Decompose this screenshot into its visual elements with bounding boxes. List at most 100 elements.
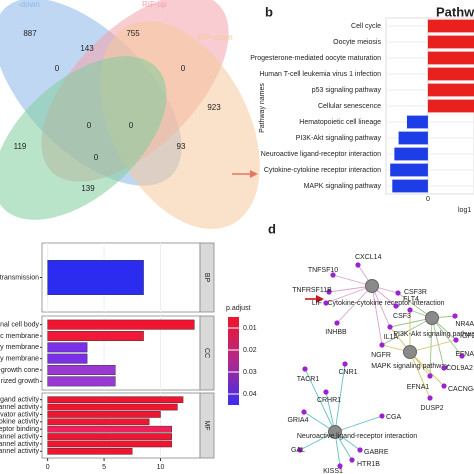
panel-label: d bbox=[268, 221, 276, 236]
gene-node bbox=[302, 366, 308, 372]
hub-node bbox=[328, 425, 342, 439]
venn-set-label: -down bbox=[18, 0, 40, 9]
y-tick-label: vator activity bbox=[0, 411, 39, 418]
bars bbox=[386, 19, 474, 193]
y-tick-label: Oocyte meiosis bbox=[333, 39, 381, 46]
gene-node bbox=[453, 337, 459, 343]
y-tick-label: nal cell body bbox=[0, 322, 39, 329]
y-tick-label: p53 signaling pathway bbox=[312, 87, 382, 94]
y-tick-label: ic membrane bbox=[0, 333, 39, 340]
node-label: MAPK signaling pathway bbox=[371, 363, 449, 370]
node-label: CNR1 bbox=[338, 369, 357, 376]
gene-node bbox=[387, 324, 393, 330]
y-tick-label: transmission bbox=[0, 274, 39, 281]
bar bbox=[47, 331, 144, 341]
bar bbox=[47, 365, 116, 375]
gene-node bbox=[427, 395, 433, 401]
network-edge bbox=[334, 363, 346, 433]
node-label: TNFRSF11B bbox=[292, 287, 332, 294]
node-label: PI3K-Akt signaling pathway bbox=[393, 331, 474, 338]
node-label: CACNG4 bbox=[448, 386, 474, 393]
network-edge bbox=[431, 317, 463, 357]
bar bbox=[427, 51, 474, 65]
bar bbox=[47, 319, 195, 330]
venn-count: 143 bbox=[80, 44, 94, 53]
network-edge bbox=[397, 292, 433, 319]
gene-node bbox=[330, 272, 336, 278]
gene-node bbox=[441, 383, 447, 389]
node-label: GABRE bbox=[364, 449, 389, 456]
gene-node bbox=[323, 389, 329, 395]
bar bbox=[47, 448, 133, 455]
venn-count: 755 bbox=[126, 29, 140, 38]
bar bbox=[47, 411, 161, 418]
venn-set-label: RIF-down bbox=[198, 33, 233, 42]
x-tick-label: 0 bbox=[426, 196, 430, 203]
y-tick-label: MAPK signaling pathway bbox=[304, 183, 382, 190]
node-label: FLT4 bbox=[403, 296, 419, 303]
network-edge bbox=[389, 317, 433, 328]
legend-tick-label: 0.03 bbox=[243, 369, 257, 376]
y-tick-label: annel activity bbox=[0, 441, 39, 448]
gene-node bbox=[427, 373, 433, 379]
hub-node bbox=[425, 311, 439, 325]
bar bbox=[398, 131, 428, 145]
gene-node bbox=[326, 289, 332, 295]
venn-count: 119 bbox=[14, 142, 27, 151]
gene-node bbox=[393, 303, 399, 309]
node-label: Neuroactive ligand-receptor interaction bbox=[297, 433, 417, 440]
y-tick-label: annel activity bbox=[0, 448, 39, 455]
gene-node bbox=[355, 262, 361, 268]
legend-title: p.adjust bbox=[226, 305, 251, 312]
node-label: IGF2 bbox=[460, 333, 474, 340]
gene-node bbox=[441, 365, 447, 371]
y-tick-label: Neuroactive ligand-receptor interaction bbox=[261, 151, 381, 158]
bar bbox=[47, 342, 88, 353]
y-tick-label: eceptor binding bbox=[0, 426, 39, 433]
gene-node bbox=[459, 353, 465, 359]
legend-tick-label: 0.04 bbox=[243, 391, 257, 398]
arrow-head bbox=[316, 295, 324, 303]
facet-strip bbox=[199, 315, 215, 391]
network-edge bbox=[409, 351, 445, 387]
node-label: GRIA4 bbox=[287, 417, 308, 424]
network-edge bbox=[371, 285, 383, 346]
venn-count: 0 bbox=[181, 64, 186, 73]
node-label: IL1A bbox=[384, 334, 399, 341]
gene-node bbox=[357, 447, 363, 453]
y-tick-label: Cytokine-cytokine receptor interaction bbox=[264, 167, 381, 174]
colorbar bbox=[228, 317, 239, 405]
bar bbox=[47, 425, 172, 433]
network-edge bbox=[409, 351, 431, 399]
venn-count: 0 bbox=[94, 153, 99, 162]
facet-strip bbox=[199, 392, 215, 459]
node-label: GAL bbox=[291, 447, 305, 454]
node-label: EFNA1 bbox=[407, 384, 430, 391]
venn-set-label: RIF-up bbox=[142, 0, 167, 9]
node-label: DUSP2 bbox=[420, 405, 443, 412]
node-label: INHBB bbox=[325, 329, 347, 336]
node-label: NR4A bbox=[455, 321, 474, 328]
y-tick-label: Progesterone-mediated oocyte maturation bbox=[250, 55, 381, 62]
y-tick-label: Human T-cell leukemia virus 1 infection bbox=[259, 71, 381, 78]
gene-node bbox=[395, 290, 401, 296]
node-label: NGFR bbox=[371, 352, 391, 359]
y-tick-label: annel activity bbox=[0, 433, 39, 440]
legend-tick-label: 0.02 bbox=[243, 347, 257, 354]
node-label: CSF3 bbox=[393, 313, 411, 320]
y-axis-label: Pathway names bbox=[259, 83, 266, 133]
node-label: HTR1B bbox=[357, 461, 380, 468]
node-label: COL9A2 bbox=[446, 365, 473, 372]
bar bbox=[390, 163, 428, 177]
gene-node bbox=[452, 313, 458, 319]
node-label: CSF3R bbox=[404, 289, 427, 296]
facet-label: BP bbox=[203, 273, 210, 283]
bar bbox=[47, 433, 172, 440]
venn-count: 0 bbox=[129, 121, 134, 130]
bar bbox=[427, 67, 474, 81]
node-label: EFNA bbox=[455, 351, 474, 358]
bar bbox=[47, 440, 172, 448]
gene-node bbox=[297, 447, 303, 453]
hub-node bbox=[365, 279, 379, 293]
